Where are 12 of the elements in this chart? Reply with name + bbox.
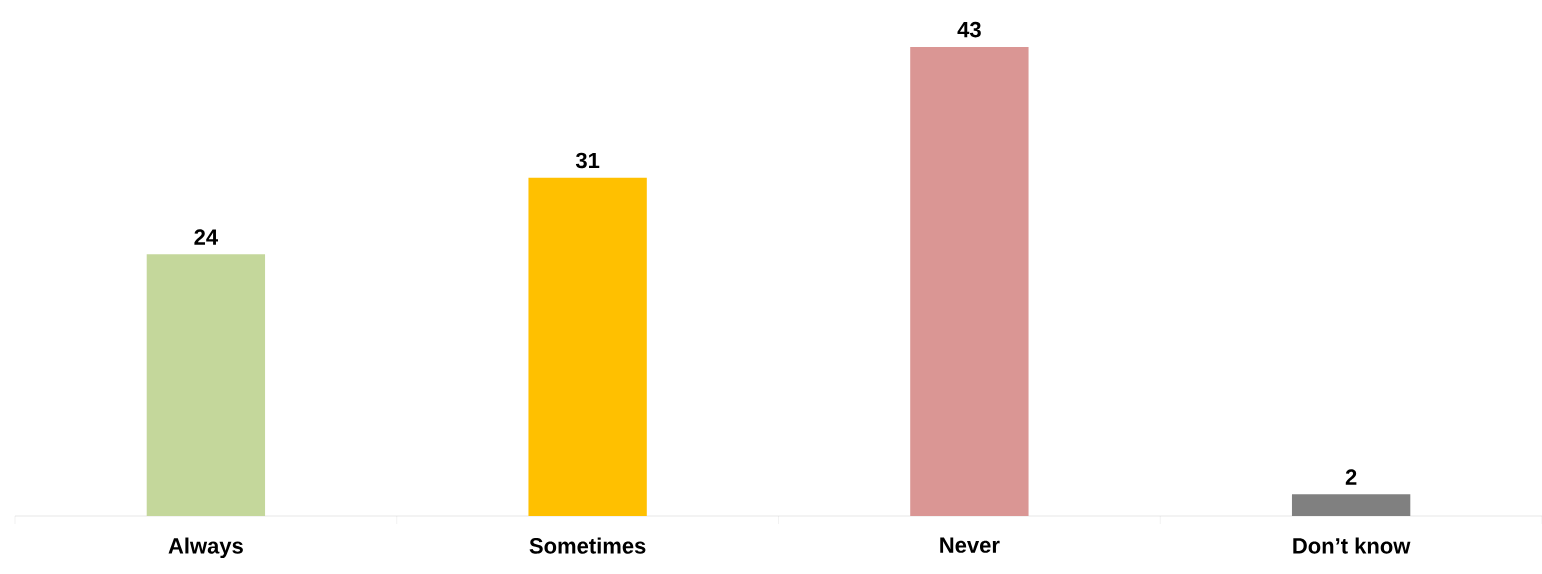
bar bbox=[146, 254, 266, 516]
x-tick-label: Sometimes bbox=[529, 537, 646, 554]
data-label: 2 bbox=[1345, 469, 1357, 485]
data-label: 31 bbox=[575, 152, 600, 169]
bar bbox=[528, 177, 647, 516]
x-tick-label: Don’t know bbox=[1293, 537, 1411, 554]
data-label: 24 bbox=[194, 229, 218, 245]
x-tick-label: Never bbox=[940, 537, 1000, 553]
x-tick-label: Always bbox=[168, 537, 243, 559]
bar bbox=[910, 46, 1029, 516]
data-label: 43 bbox=[957, 21, 981, 38]
bar bbox=[1291, 494, 1411, 516]
